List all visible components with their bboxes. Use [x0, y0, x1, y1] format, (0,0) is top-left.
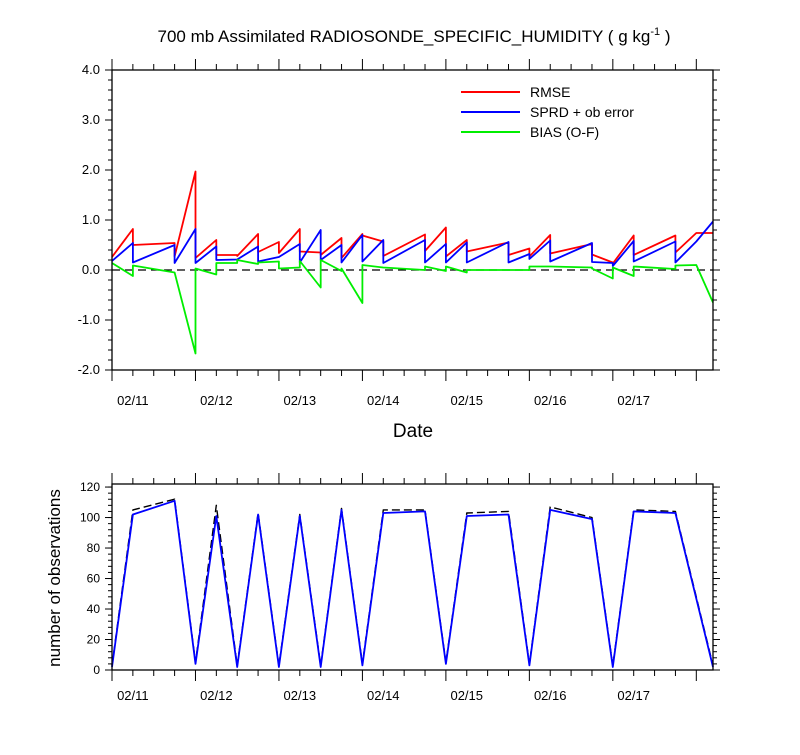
x-tick-label: 02/12	[200, 393, 233, 408]
top-y-tick-labels: -2.0 -1.0 0.0 1.0 2.0 3.0 4.0	[78, 62, 100, 377]
y-tick-label: 3.0	[82, 112, 100, 127]
y-tick-label: 0.0	[82, 262, 100, 277]
series-line-observations-assimilated	[111, 499, 714, 668]
legend-label-sprd: SPRD + ob error	[530, 104, 634, 120]
x-tick-label: 02/16	[534, 688, 567, 703]
series-line-bias-o-f	[111, 259, 714, 355]
series-line-possible-observations	[111, 498, 714, 667]
y-tick-label: -1.0	[78, 312, 100, 327]
series-line-sprd-ob-error	[111, 220, 714, 267]
y-tick-label: -2.0	[78, 362, 100, 377]
x-tick-label: 02/12	[200, 688, 233, 703]
y-tick-label: 40	[87, 602, 101, 616]
x-tick-label: 02/13	[284, 393, 317, 408]
chart-title: 700 mb Assimilated RADIOSONDE_SPECIFIC_H…	[158, 26, 671, 46]
series-line-rmse	[111, 170, 713, 265]
x-tick-label: 02/15	[450, 393, 483, 408]
x-tick-label: 02/13	[284, 688, 317, 703]
x-tick-label: 02/14	[367, 688, 400, 703]
y-tick-label: 4.0	[82, 62, 100, 77]
x-tick-label: 02/17	[617, 393, 650, 408]
y-tick-label: 60	[87, 572, 101, 586]
x-tick-label: 02/11	[117, 393, 149, 408]
bottom-plot-frame	[111, 483, 714, 671]
top-axis-ticks	[105, 59, 720, 381]
y-tick-label: 1.0	[82, 212, 100, 227]
chart-title-main: 700 mb Assimilated RADIOSONDE_SPECIFIC_H…	[158, 27, 651, 46]
y-tick-label: 2.0	[82, 162, 100, 177]
top-series-group	[111, 170, 714, 355]
legend: RMSE SPRD + ob error BIAS (O-F)	[461, 84, 634, 140]
chart-title-superscript: -1	[650, 26, 660, 38]
legend-label-rmse: RMSE	[530, 84, 570, 100]
bottom-series-group	[111, 498, 714, 668]
legend-label-bias: BIAS (O-F)	[530, 124, 599, 140]
y-tick-label: 120	[80, 480, 100, 494]
chart-title-end: )	[660, 27, 670, 46]
bottom-x-tick-labels: 02/11 02/12 02/13 02/14 02/15 02/16 02/17	[117, 688, 650, 703]
bottom-y-tick-labels: 0 20 40 60 80 100 120	[80, 480, 100, 677]
x-tick-label: 02/15	[450, 688, 483, 703]
x-tick-label: 02/14	[367, 393, 400, 408]
x-tick-label: 02/17	[617, 688, 650, 703]
x-tick-label: 02/11	[117, 688, 149, 703]
x-tick-label: 02/16	[534, 393, 567, 408]
bottom-axis-ticks	[105, 473, 720, 681]
top-panel: -2.0-1.00.01.02.03.04.0 02/11 02/12 02/13 0…	[78, 59, 720, 442]
y-tick-label: 100	[80, 511, 100, 525]
top-x-tick-labels: 02/11 02/12 02/13 02/14 02/15 02/16 02/17	[117, 393, 650, 408]
y-tick-label: 80	[87, 541, 101, 555]
x-axis-label: Date	[393, 421, 433, 442]
y-tick-label: 20	[87, 633, 101, 647]
y-axis-label-observations: number of observations	[45, 489, 64, 667]
y-tick-label: 0	[93, 663, 100, 677]
